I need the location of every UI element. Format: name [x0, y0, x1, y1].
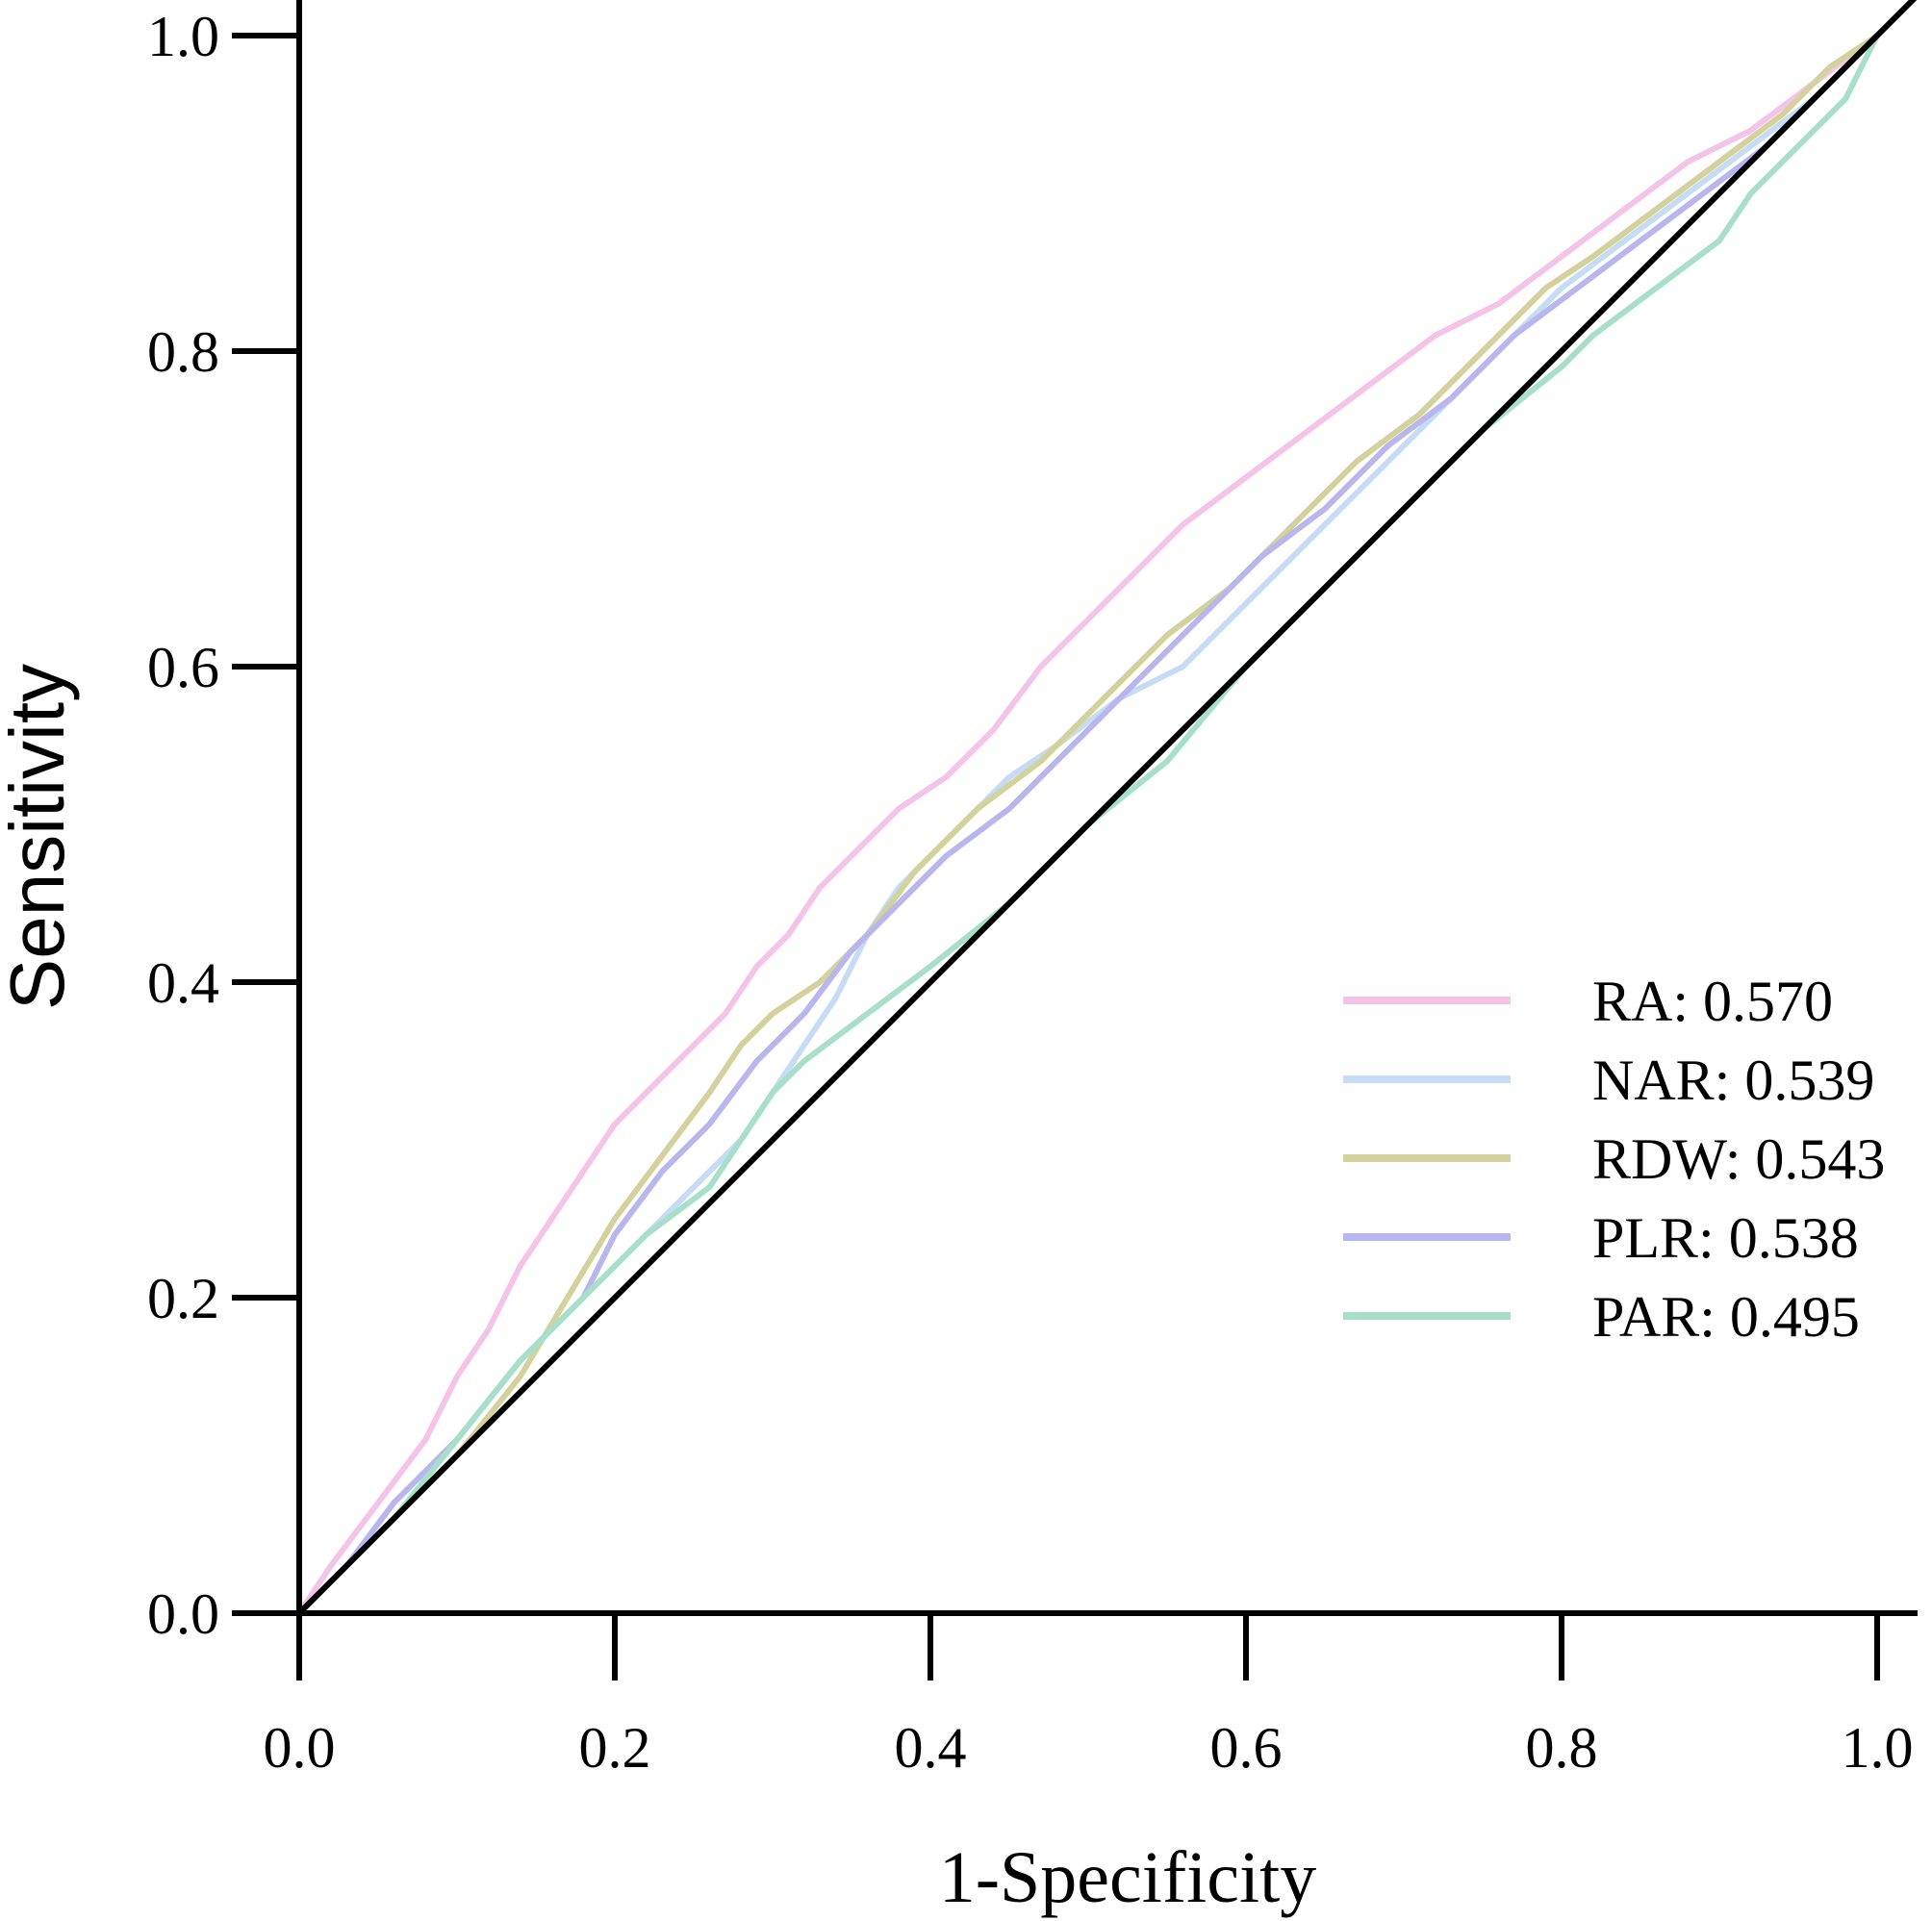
legend-label-rdw: RDW: 0.543	[1592, 1127, 1885, 1191]
legend-label-ra: RA: 0.570	[1592, 970, 1833, 1033]
reference-diagonal-line	[296, 0, 1918, 1616]
x-tick-label: 0.8	[1526, 1716, 1598, 1780]
legend-label-par: PAR: 0.495	[1592, 1285, 1860, 1349]
x-tick-label: 0.0	[264, 1716, 336, 1780]
ticks-layer: 0.0 0.2 0.4 0.6 0.8 1.0 0.0 0.2 0.4 0.6 0.8 1.0	[147, 5, 1914, 1780]
x-tick-label: 1.0	[1842, 1716, 1914, 1780]
series-line-ra	[296, 33, 1880, 1616]
x-tick-label: 0.4	[895, 1716, 967, 1780]
axes-layer	[296, 0, 1918, 1681]
legend-label-plr: PLR: 0.538	[1592, 1206, 1859, 1270]
y-tick-label: 0.0	[147, 1582, 219, 1646]
legend: RA: 0.570 NAR: 0.539 RDW: 0.543 PLR: 0.538 P…	[1343, 970, 1885, 1349]
x-tick-label: 0.6	[1210, 1716, 1283, 1780]
y-tick-label: 0.6	[147, 636, 219, 699]
y-tick-label: 0.8	[147, 320, 219, 384]
series-line-rdw	[296, 33, 1880, 1616]
y-tick-label: 0.4	[147, 951, 219, 1015]
x-axis-title: 1-Specificity	[939, 1837, 1317, 1918]
y-tick-label: 0.2	[147, 1267, 219, 1330]
legend-label-nar: NAR: 0.539	[1592, 1049, 1874, 1112]
y-axis-title: Sensitivity	[0, 664, 80, 1010]
y-tick-label: 1.0	[147, 5, 219, 68]
x-tick-label: 0.2	[579, 1716, 651, 1780]
